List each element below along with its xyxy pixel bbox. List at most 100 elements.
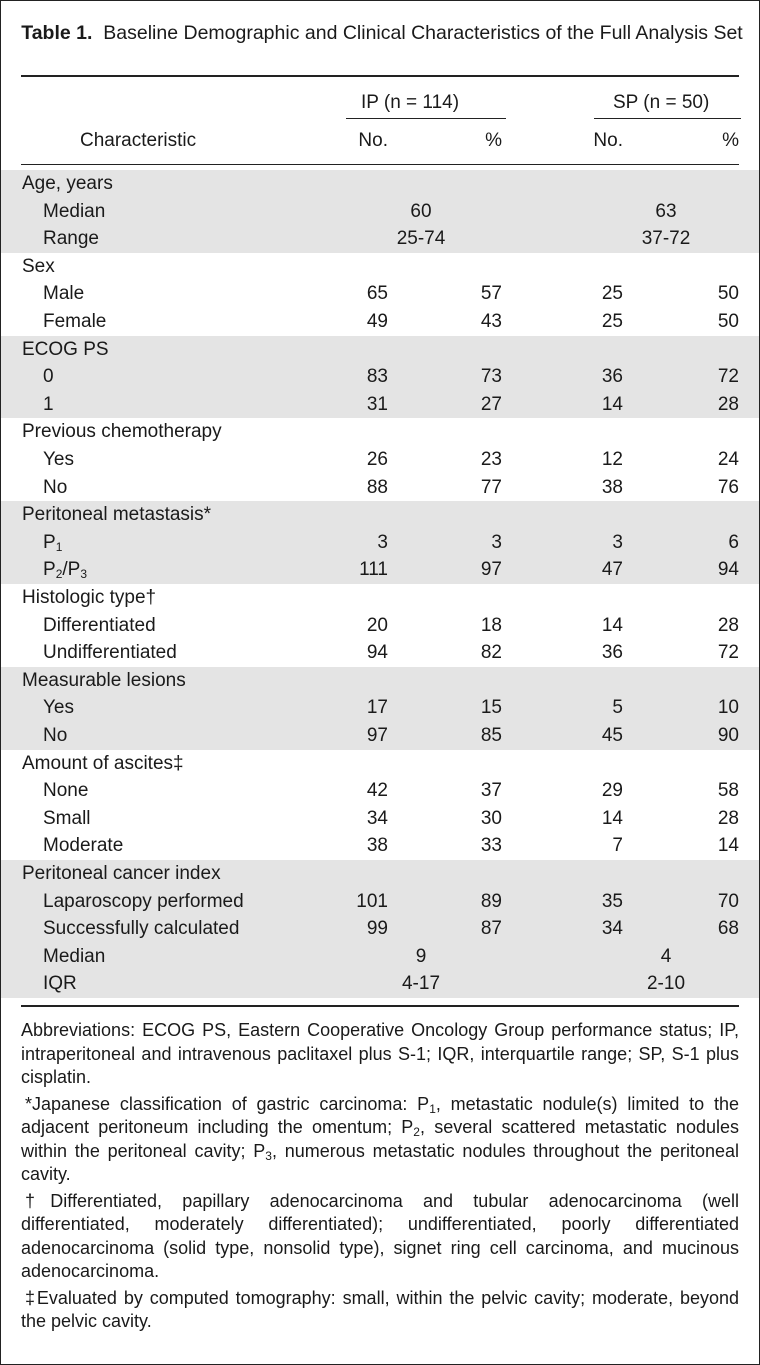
section-header: ECOG PS <box>22 338 109 360</box>
table-row: Male 65 57 25 50 <box>1 280 759 308</box>
section-header: Sex <box>22 255 55 277</box>
sp-no-cell: 45 <box>601 725 623 746</box>
bottom-rule <box>21 1005 739 1007</box>
ip-pct-cell: 37 <box>480 780 502 802</box>
section-header-row: ECOG PS <box>1 336 759 364</box>
row-label: Female <box>43 311 107 332</box>
section-header-row: Age, years <box>1 170 759 198</box>
group-header-sp: SP (n = 50) <box>613 92 710 113</box>
sp-pct-cell: 28 <box>717 393 739 415</box>
sp-pct-cell: 72 <box>717 642 739 664</box>
sp-no-cell: 36 <box>601 642 623 664</box>
row-label: Successfully calculated <box>43 918 240 940</box>
row-label: Yes <box>43 697 74 719</box>
column-header-ip-no: No. <box>358 130 388 151</box>
ip-no-cell: 17 <box>366 697 388 719</box>
footnote-star: *Japanese classification of gastric carc… <box>21 1093 740 1185</box>
ip-value: 4-17 <box>401 973 441 995</box>
shaded-band <box>1 860 759 998</box>
row-label: Moderate <box>43 835 124 857</box>
ip-pct-cell: 97 <box>480 559 502 581</box>
ip-pct-cell: 89 <box>480 890 502 912</box>
ip-no-cell: 20 <box>366 614 388 636</box>
sp-no-cell: 14 <box>601 614 623 636</box>
top-rule <box>21 75 739 77</box>
row-label: None <box>43 780 89 802</box>
sp-no-cell: 36 <box>601 366 623 388</box>
footnote-double-dagger: ‡Evaluated by computed tomography: small… <box>21 1287 739 1332</box>
ip-pct-cell: 57 <box>480 283 502 305</box>
table-row: Laparoscopy performed 101 89 35 70 <box>1 888 759 916</box>
sp-pct-cell: 14 <box>717 835 739 857</box>
shaded-band <box>1 335 759 419</box>
sp-no-cell: 34 <box>601 918 623 940</box>
ip-no-cell: 26 <box>366 449 388 470</box>
shaded-band <box>1 501 759 584</box>
sp-pct-cell: 50 <box>717 311 739 332</box>
table-caption: Baseline Demographic and Clinical Charac… <box>103 22 743 44</box>
row-label: P1 <box>43 531 63 554</box>
sp-value: 4 <box>660 945 672 967</box>
table-title: Table 1. Baseline Demographic and Clinic… <box>21 21 743 46</box>
ip-no-cell: 49 <box>366 311 388 332</box>
sp-no-cell: 25 <box>601 311 623 332</box>
ip-pct-cell: 77 <box>480 476 502 498</box>
sp-pct-cell: 50 <box>717 283 739 305</box>
section-header-row: Sex <box>1 253 759 281</box>
ip-no-cell: 97 <box>366 725 388 746</box>
shaded-band <box>1 170 759 253</box>
ip-pct-cell: 85 <box>480 725 502 746</box>
sp-no-cell: 35 <box>601 890 623 912</box>
sp-no-cell: 7 <box>612 835 623 857</box>
section-header: Peritoneal cancer index <box>22 863 221 884</box>
sp-pct-cell: 58 <box>717 780 739 802</box>
column-header-ip-pct: % <box>485 130 502 151</box>
table-row: Successfully calculated 99 87 34 68 <box>1 915 759 943</box>
table-row: P2/P3 111 97 47 94 <box>1 556 759 584</box>
table-row: Female 49 43 25 50 <box>1 308 759 336</box>
row-label: Median <box>43 200 106 222</box>
table-row: Small 34 30 14 28 <box>1 805 759 833</box>
table-row: IQR 4-17 2-10 <box>1 970 759 998</box>
shaded-band <box>1 666 759 750</box>
ip-value: 25-74 <box>396 228 446 250</box>
ip-pct-cell: 33 <box>480 835 502 857</box>
ip-pct-cell: 15 <box>480 697 502 719</box>
row-label: Yes <box>43 449 74 470</box>
table-footnotes: Abbreviations: ECOG PS, Eastern Cooperat… <box>21 1019 739 1337</box>
ip-pct-cell: 27 <box>480 393 502 415</box>
sp-pct-cell: 76 <box>717 476 739 498</box>
sp-group-rule <box>594 118 741 119</box>
ip-no-cell: 3 <box>377 531 388 553</box>
ip-pct-cell: 3 <box>491 531 502 553</box>
sp-value: 63 <box>655 200 677 222</box>
ip-no-cell: 34 <box>366 807 388 829</box>
table-row: Yes 26 23 12 24 <box>1 446 759 474</box>
row-label: IQR <box>43 973 77 995</box>
sp-pct-cell: 68 <box>717 918 739 940</box>
section-header-row: Histologic type† <box>1 584 759 612</box>
ip-pct-cell: 30 <box>480 807 502 829</box>
column-header-sp-pct: % <box>722 130 739 151</box>
section-header: Age, years <box>22 173 113 194</box>
table-row: Moderate 38 33 7 14 <box>1 832 759 860</box>
row-label: P2/P3 <box>43 559 88 582</box>
table-row: Median 9 4 <box>1 943 759 971</box>
section-header-row: Measurable lesions <box>1 667 759 695</box>
ip-group-rule <box>346 118 506 119</box>
section-header: Amount of ascites‡ <box>22 752 184 774</box>
ip-no-cell: 111 <box>359 559 388 581</box>
table-row: None 42 37 29 58 <box>1 777 759 805</box>
section-header-row: Previous chemotherapy <box>1 418 759 446</box>
sp-pct-cell: 28 <box>717 807 739 829</box>
sp-pct-cell: 28 <box>717 614 739 636</box>
sp-pct-cell: 10 <box>717 697 739 719</box>
sp-pct-cell: 72 <box>717 366 739 388</box>
row-label: Median <box>43 945 106 967</box>
section-header: Measurable lesions <box>22 669 186 691</box>
table-row: No 88 77 38 76 <box>1 474 759 502</box>
sp-no-cell: 38 <box>601 476 623 498</box>
row-label: Range <box>43 228 99 250</box>
section-header-row: Amount of ascites‡ <box>1 750 759 778</box>
